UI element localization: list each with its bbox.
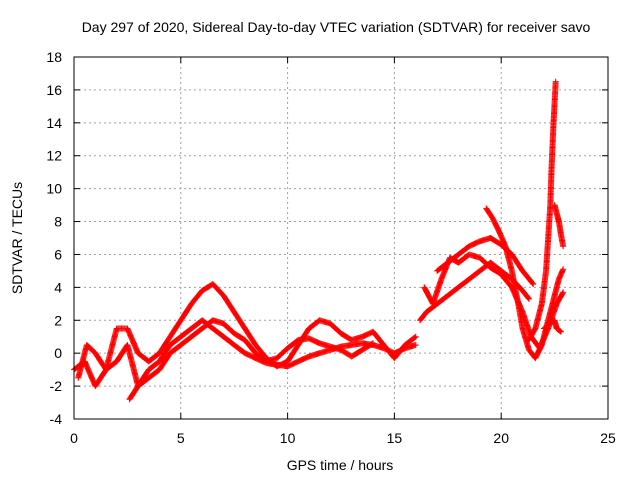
data-point bbox=[552, 78, 559, 85]
data-point bbox=[369, 340, 376, 347]
data-point bbox=[557, 328, 564, 335]
x-tick-label: 25 bbox=[600, 430, 616, 446]
y-tick-label: 4 bbox=[54, 279, 62, 295]
data-point bbox=[560, 266, 567, 273]
x-tick-label: 15 bbox=[387, 430, 403, 446]
chart-title: Day 297 of 2020, Sidereal Day-to-day VTE… bbox=[82, 19, 591, 35]
grid-lines bbox=[74, 57, 608, 419]
series-satellite-track-10 bbox=[551, 202, 567, 250]
x-tick-label: 5 bbox=[177, 430, 185, 446]
series-satellite-track-7 bbox=[483, 205, 567, 362]
data-point bbox=[559, 290, 566, 297]
series-satellite-track-2 bbox=[75, 281, 419, 381]
y-axis-label: SDTVAR / TECUs bbox=[9, 182, 25, 294]
data-point bbox=[530, 281, 537, 288]
data-point bbox=[525, 294, 532, 301]
data-point bbox=[560, 243, 567, 250]
plot-frame bbox=[73, 56, 609, 420]
data-point bbox=[529, 280, 536, 287]
data-point bbox=[525, 295, 532, 302]
series-satellite-track-9 bbox=[540, 317, 565, 335]
data-point bbox=[558, 328, 565, 335]
axis-ticks: 0 5 10 15 20 25 -4 -2 0 2 4 6 8 10 12 14 16 18 bbox=[46, 49, 616, 446]
x-axis-label: GPS time / hours bbox=[287, 457, 394, 473]
x-tick-label: 20 bbox=[493, 430, 509, 446]
y-tick-label: 6 bbox=[54, 246, 62, 262]
series-satellite-track-3 bbox=[126, 317, 377, 403]
y-tick-label: 16 bbox=[46, 82, 62, 98]
y-tick-label: 18 bbox=[46, 49, 62, 65]
series-satellite-track-8 bbox=[525, 78, 559, 344]
y-tick-label: 0 bbox=[54, 345, 62, 361]
y-tick-label: -2 bbox=[50, 378, 63, 394]
data-point bbox=[560, 289, 567, 296]
data-point bbox=[412, 333, 419, 340]
data-point bbox=[370, 340, 377, 347]
y-tick-label: 8 bbox=[54, 214, 62, 230]
data-point bbox=[411, 334, 418, 341]
y-tick-label: 14 bbox=[46, 115, 62, 131]
x-tick-label: 0 bbox=[70, 430, 78, 446]
y-tick-label: -4 bbox=[50, 411, 63, 427]
x-tick-label: 10 bbox=[280, 430, 296, 446]
data-point bbox=[412, 341, 419, 348]
y-tick-label: 12 bbox=[46, 148, 62, 164]
data-markers bbox=[71, 78, 567, 403]
y-tick-label: 2 bbox=[54, 312, 62, 328]
y-tick-label: 10 bbox=[46, 181, 62, 197]
